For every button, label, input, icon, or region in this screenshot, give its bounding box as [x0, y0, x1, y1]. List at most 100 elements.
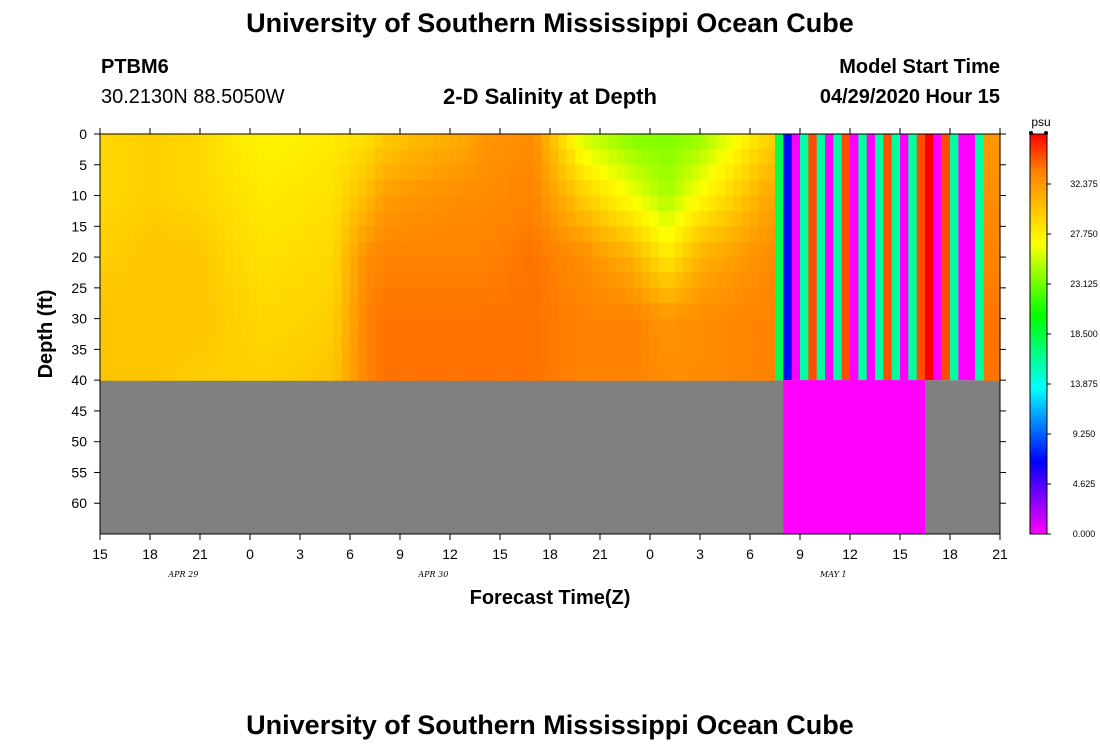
heat-cell	[441, 210, 451, 227]
heat-cell	[541, 134, 551, 150]
heat-cell	[116, 195, 126, 212]
heat-cell	[625, 226, 634, 243]
heat-cell	[308, 134, 318, 150]
heat-cell	[633, 287, 643, 304]
heat-cell	[191, 149, 201, 166]
heat-cell	[483, 272, 493, 289]
heat-cell	[375, 195, 384, 212]
heat-cell	[433, 134, 443, 150]
heat-cell	[466, 226, 476, 243]
heat-cell	[325, 180, 334, 197]
heat-cell	[441, 164, 451, 181]
heat-cell	[175, 195, 184, 212]
heat-cell	[400, 149, 409, 166]
heat-cell	[341, 226, 351, 243]
heat-cell	[741, 287, 751, 304]
heat-cell	[483, 210, 493, 227]
heat-cell	[225, 180, 234, 197]
heat-cell	[508, 349, 518, 366]
heat-cell	[425, 241, 434, 258]
heat-cell	[733, 134, 743, 150]
heat-cell	[433, 241, 443, 258]
heat-cell	[725, 303, 734, 320]
heat-cell	[991, 164, 1001, 181]
heat-cell	[625, 349, 634, 366]
heat-cell	[483, 303, 493, 320]
heat-cell	[708, 303, 718, 320]
heat-cell	[333, 180, 343, 197]
heat-cell	[591, 180, 601, 197]
heat-cell	[108, 364, 118, 381]
heat-cell	[250, 180, 259, 197]
heat-cell	[266, 364, 276, 381]
heat-cell	[608, 334, 618, 350]
heat-cell	[516, 287, 526, 304]
heat-cell	[241, 226, 251, 243]
heat-cell	[233, 241, 243, 258]
heat-cell	[550, 303, 559, 320]
heat-cell	[533, 349, 543, 366]
heat-cell	[733, 164, 743, 181]
heat-cell	[683, 349, 693, 366]
heat-cell	[633, 257, 643, 274]
heat-cell	[625, 149, 634, 166]
heat-cell	[725, 164, 734, 181]
heat-cell	[108, 287, 118, 304]
heat-cell	[250, 241, 259, 258]
heat-cell	[558, 180, 568, 197]
heat-cell	[100, 303, 109, 320]
heat-cell	[500, 210, 509, 227]
heat-cell	[466, 180, 476, 197]
heat-cell	[316, 210, 326, 227]
heat-cell	[741, 257, 751, 274]
heat-cell	[441, 257, 451, 274]
heat-cell	[233, 272, 243, 289]
heat-cell	[450, 257, 459, 274]
heat-cell	[575, 134, 584, 150]
heat-cell	[408, 180, 418, 197]
heat-cell	[208, 149, 218, 166]
x-tick-label: 0	[646, 546, 654, 562]
heat-cell	[341, 257, 351, 274]
heat-cell	[558, 257, 568, 274]
heat-cell	[591, 134, 601, 150]
missing-data-band	[783, 380, 925, 534]
heat-cell	[308, 164, 318, 181]
heat-cell	[183, 272, 193, 289]
heat-cell	[691, 287, 701, 304]
heat-cell	[625, 241, 634, 258]
heat-cell	[650, 272, 659, 289]
heat-cell	[266, 195, 276, 212]
heat-cell	[658, 349, 668, 366]
heat-cell	[383, 226, 393, 243]
heat-cell	[675, 303, 684, 320]
heat-cell	[691, 241, 701, 258]
heat-cell	[466, 134, 476, 150]
heat-cell	[250, 349, 259, 366]
heat-cell	[350, 257, 359, 274]
heat-cell	[391, 149, 401, 166]
heat-cell	[425, 134, 434, 150]
heat-cell	[100, 180, 109, 197]
heat-cell	[708, 164, 718, 181]
heat-cell	[433, 334, 443, 350]
heat-cell	[133, 195, 143, 212]
heat-cell	[741, 334, 751, 350]
heat-cell	[575, 241, 584, 258]
heat-cell	[750, 226, 759, 243]
heat-cell	[608, 180, 618, 197]
heat-cell	[258, 241, 268, 258]
heat-cell	[525, 287, 534, 304]
heat-cell	[716, 195, 726, 212]
heat-cell	[466, 241, 476, 258]
heat-cell	[225, 257, 234, 274]
heat-cell	[683, 149, 693, 166]
heat-cell	[233, 210, 243, 227]
heat-cell	[675, 364, 684, 381]
heat-cell	[225, 241, 234, 258]
heat-cell	[600, 164, 609, 181]
heat-cell	[700, 195, 709, 212]
heat-cell	[125, 318, 134, 335]
heat-cell	[391, 334, 401, 350]
station-id: PTBM6	[101, 56, 169, 78]
